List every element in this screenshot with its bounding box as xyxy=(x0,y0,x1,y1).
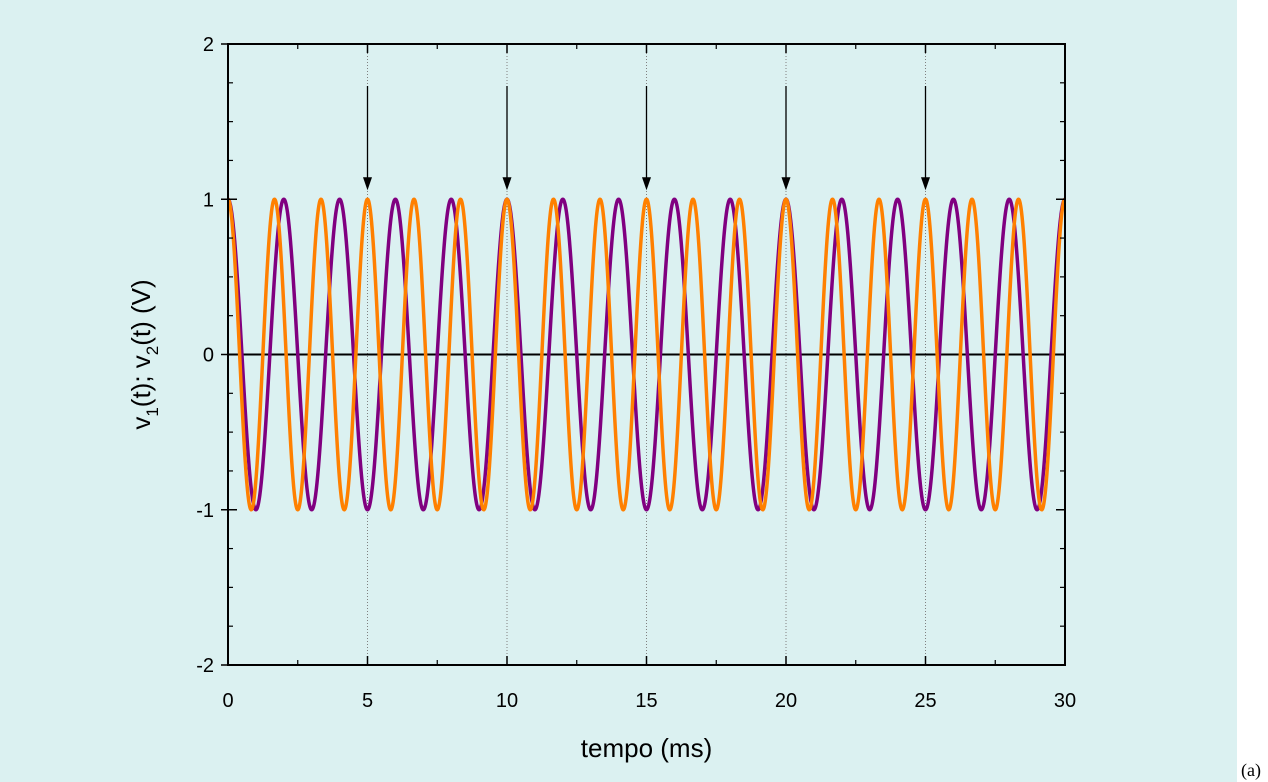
axis-ticks: 0 5 10 15 20 25 30 -2 -1 0 1 2 xyxy=(196,34,1076,712)
arrow-head xyxy=(642,177,651,191)
series-v2-line xyxy=(226,197,1067,512)
arrow-head xyxy=(363,177,372,191)
y-axis-title: v1(t); v2(t) (V) xyxy=(126,279,162,429)
arrow-layer xyxy=(363,86,930,191)
x-tick-label: 15 xyxy=(635,690,657,712)
y-tick-label: -1 xyxy=(196,500,214,522)
x-tick-label: 30 xyxy=(1054,690,1076,712)
x-tick-label: 5 xyxy=(362,690,373,712)
series-v1-line xyxy=(226,197,1067,512)
arrow-head xyxy=(921,177,930,191)
y-tick-label: 0 xyxy=(203,345,214,367)
y-tick-label: 2 xyxy=(203,34,214,56)
x-axis-title: tempo (ms) xyxy=(581,733,712,763)
arrow-head xyxy=(781,177,791,191)
y-tick-label: -2 xyxy=(196,655,214,677)
series-layer xyxy=(226,197,1067,512)
x-tick-label: 20 xyxy=(775,690,797,712)
x-tick-label: 0 xyxy=(222,690,233,712)
x-tick-label: 10 xyxy=(496,690,518,712)
panel-label: (a) xyxy=(1241,760,1261,781)
y-tick-label: 1 xyxy=(203,189,214,211)
x-tick-label: 25 xyxy=(914,690,936,712)
arrow-head xyxy=(502,177,512,191)
